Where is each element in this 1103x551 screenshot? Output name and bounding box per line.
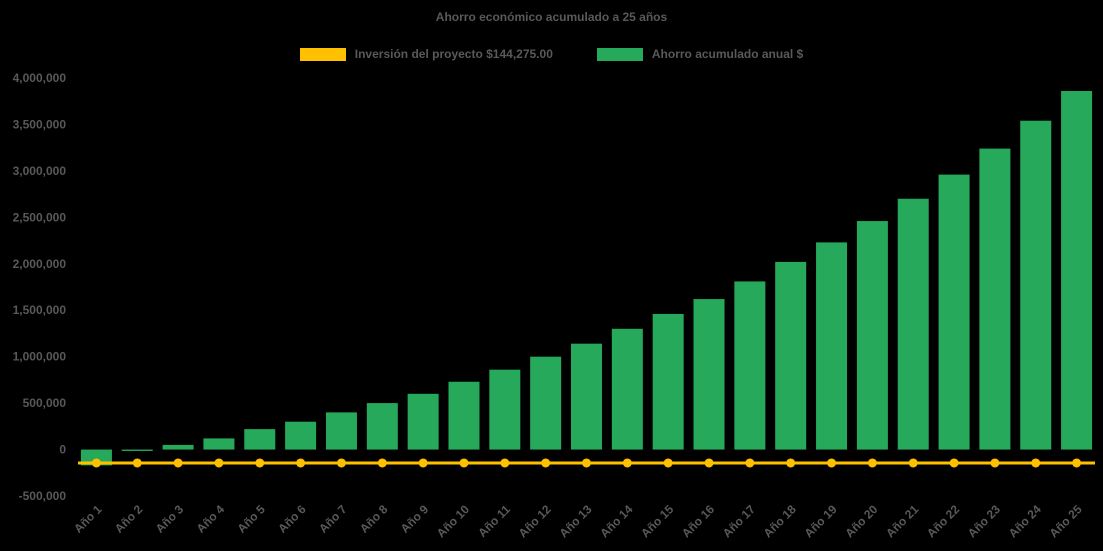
investment-marker-icon bbox=[827, 458, 837, 468]
investment-marker-icon bbox=[745, 458, 755, 468]
investment-marker-icon bbox=[867, 458, 877, 468]
bar-ahorro-acumulado bbox=[407, 393, 439, 450]
investment-marker-icon bbox=[582, 458, 591, 468]
investment-marker-icon bbox=[990, 458, 1000, 468]
legend-label-savings: Ahorro acumulado anual $ bbox=[651, 47, 804, 61]
x-axis-label: Año 23 bbox=[965, 502, 1003, 540]
investment-marker-icon bbox=[500, 458, 510, 468]
chart-legend: Inversión del proyecto $144,275.00 Ahorr… bbox=[0, 47, 1103, 61]
y-tick-label: 4,000,000 bbox=[13, 71, 67, 85]
investment-marker-icon bbox=[91, 458, 101, 468]
investment-marker-icon bbox=[173, 458, 183, 468]
x-axis-label: Año 21 bbox=[883, 502, 921, 540]
x-axis-label: Año 17 bbox=[720, 502, 758, 540]
y-tick-label: 0 bbox=[59, 443, 66, 457]
y-tick-label: 1,500,000 bbox=[13, 303, 67, 317]
investment-marker-icon bbox=[336, 458, 346, 468]
bar-ahorro-acumulado bbox=[1061, 91, 1093, 450]
x-axis-label: Año 4 bbox=[194, 502, 228, 536]
x-axis-label: Año 16 bbox=[679, 502, 717, 540]
investment-marker-icon bbox=[377, 458, 387, 468]
x-axis-label: Año 8 bbox=[357, 502, 391, 536]
investment-marker-icon bbox=[663, 458, 673, 468]
x-axis-label: Año 1 bbox=[71, 502, 105, 536]
bar-ahorro-acumulado bbox=[203, 438, 235, 450]
x-axis-label: Año 11 bbox=[475, 502, 513, 540]
investment-marker-icon bbox=[786, 458, 796, 468]
investment-marker-icon bbox=[908, 458, 918, 468]
bar-ahorro-acumulado bbox=[938, 174, 970, 450]
bar-ahorro-acumulado bbox=[244, 429, 276, 450]
bar-ahorro-acumulado bbox=[571, 343, 602, 450]
bar-ahorro-acumulado bbox=[652, 313, 684, 450]
x-axis-label: Año 10 bbox=[434, 502, 472, 540]
bar-ahorro-acumulado bbox=[856, 221, 888, 450]
bar-ahorro-acumulado bbox=[448, 381, 480, 450]
bar-ahorro-acumulado bbox=[366, 403, 398, 450]
bar-ahorro-acumulado bbox=[325, 412, 357, 450]
legend-item-investment: Inversión del proyecto $144,275.00 bbox=[299, 47, 553, 61]
x-axis-label: Año 15 bbox=[638, 502, 676, 540]
bar-ahorro-acumulado bbox=[734, 281, 766, 450]
investment-marker-icon bbox=[459, 458, 469, 468]
bar-ahorro-acumulado bbox=[162, 444, 194, 450]
x-axis-label: Año 9 bbox=[398, 502, 432, 536]
investment-marker-icon bbox=[132, 458, 142, 468]
legend-swatch-savings bbox=[596, 47, 643, 61]
bar-ahorro-acumulado bbox=[121, 449, 153, 451]
bar-ahorro-acumulado bbox=[530, 356, 562, 450]
x-axis-label: Año 18 bbox=[761, 502, 799, 540]
investment-marker-icon bbox=[1031, 458, 1041, 468]
investment-marker-icon bbox=[704, 458, 714, 468]
y-tick-label: 2,000,000 bbox=[13, 257, 67, 271]
legend-label-investment: Inversión del proyecto $144,275.00 bbox=[354, 47, 553, 61]
bar-ahorro-acumulado bbox=[775, 261, 807, 450]
y-tick-label: -500,000 bbox=[19, 489, 67, 503]
x-axis-label: Año 12 bbox=[516, 502, 554, 540]
investment-marker-icon bbox=[1072, 458, 1082, 468]
chart-title: Ahorro económico acumulado a 25 años bbox=[435, 10, 668, 24]
bar-ahorro-acumulado bbox=[285, 421, 317, 450]
investment-marker-icon bbox=[541, 458, 551, 468]
y-tick-label: 3,500,000 bbox=[13, 117, 67, 131]
x-axis-label: Año 24 bbox=[1006, 502, 1044, 540]
investment-marker-icon bbox=[418, 458, 428, 468]
bar-ahorro-acumulado bbox=[611, 328, 643, 450]
investment-marker-icon bbox=[622, 458, 632, 468]
y-tick-label: 500,000 bbox=[23, 396, 67, 410]
legend-swatch-investment bbox=[299, 47, 346, 61]
x-axis-label: Año 25 bbox=[1047, 502, 1085, 540]
x-axis-label: Año 19 bbox=[801, 502, 839, 540]
y-tick-label: 3,000,000 bbox=[13, 164, 67, 178]
x-axis-label: Año 22 bbox=[924, 502, 962, 540]
bar-ahorro-acumulado bbox=[816, 242, 848, 450]
y-tick-label: 1,000,000 bbox=[13, 350, 67, 364]
x-axis-label: Año 14 bbox=[597, 502, 635, 540]
investment-marker-icon bbox=[949, 458, 959, 468]
x-axis-label: Año 13 bbox=[556, 502, 594, 540]
x-axis-label: Año 2 bbox=[112, 502, 146, 536]
legend-item-savings: Ahorro acumulado anual $ bbox=[596, 47, 804, 61]
bar-ahorro-acumulado bbox=[1020, 120, 1052, 450]
bar-ahorro-acumulado bbox=[979, 148, 1011, 450]
bar-ahorro-acumulado bbox=[80, 449, 112, 466]
x-axis-label: Año 3 bbox=[153, 502, 187, 536]
bar-ahorro-acumulado bbox=[489, 369, 521, 450]
bar-ahorro-acumulado bbox=[693, 299, 725, 450]
y-tick-label: 2,500,000 bbox=[13, 210, 67, 224]
investment-marker-icon bbox=[296, 458, 306, 468]
x-axis-label: Año 7 bbox=[316, 502, 350, 536]
bar-ahorro-acumulado bbox=[897, 198, 929, 450]
x-axis-label: Año 6 bbox=[275, 502, 309, 536]
x-axis-label: Año 5 bbox=[234, 502, 268, 536]
investment-marker-icon bbox=[255, 458, 265, 468]
investment-marker-icon bbox=[214, 458, 224, 468]
x-axis-label: Año 20 bbox=[842, 502, 880, 540]
